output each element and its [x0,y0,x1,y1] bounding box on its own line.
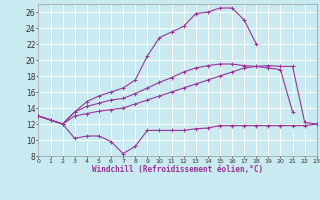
X-axis label: Windchill (Refroidissement éolien,°C): Windchill (Refroidissement éolien,°C) [92,165,263,174]
